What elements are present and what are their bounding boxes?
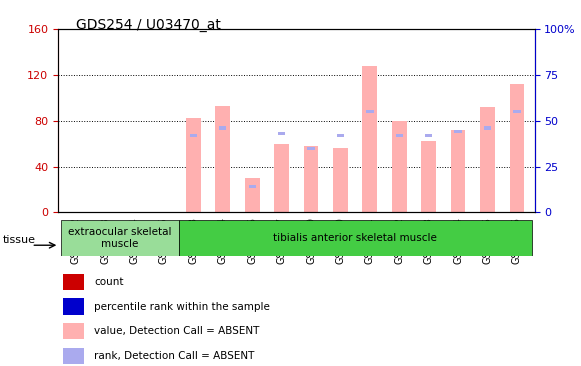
FancyBboxPatch shape [179,220,532,256]
Bar [307,146,315,150]
Bar [219,126,227,130]
Text: rank, Detection Call = ABSENT: rank, Detection Call = ABSENT [94,351,254,361]
Bar [63,298,84,315]
Text: tissue: tissue [3,235,36,245]
Bar [63,274,84,290]
Bar [278,132,285,135]
Bar [513,110,521,113]
Bar [510,84,524,212]
Bar [363,66,377,212]
Bar [366,110,374,113]
Bar [63,348,84,364]
Text: tibialis anterior skeletal muscle: tibialis anterior skeletal muscle [273,233,437,243]
Bar [480,107,495,212]
Bar [216,106,230,212]
Bar [245,178,260,212]
Bar [333,148,348,212]
Bar [392,121,407,212]
Text: GDS254 / U03470_at: GDS254 / U03470_at [76,18,220,32]
Text: percentile rank within the sample: percentile rank within the sample [94,302,270,311]
Bar [454,130,462,134]
Bar [337,134,344,137]
Text: value, Detection Call = ABSENT: value, Detection Call = ABSENT [94,326,259,336]
Bar [421,141,436,212]
Bar [484,126,491,130]
Bar [63,323,84,339]
FancyBboxPatch shape [61,220,179,256]
Bar [249,185,256,188]
Bar [451,130,465,212]
Bar [274,144,289,212]
Bar [425,134,432,137]
Bar [190,134,197,137]
Bar [186,119,200,212]
Text: count: count [94,277,123,287]
Bar [396,134,403,137]
Text: extraocular skeletal
muscle: extraocular skeletal muscle [68,227,171,249]
Bar [304,146,318,212]
